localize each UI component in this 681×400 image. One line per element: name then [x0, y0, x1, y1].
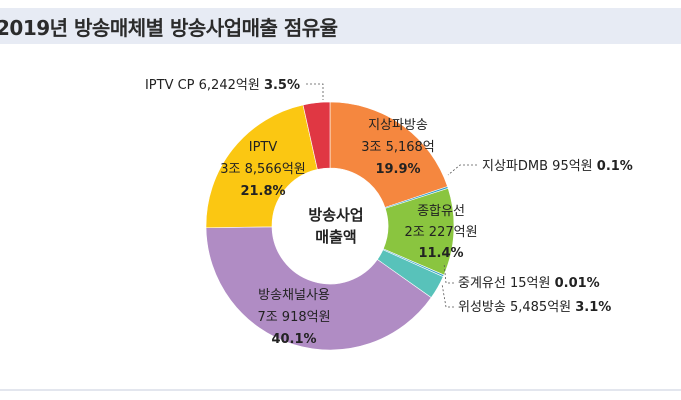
label-iptvcp: IPTV CP 6,242억원 3.5%: [145, 78, 300, 93]
label-terrestrial-name: 지상파방송: [368, 118, 428, 133]
center-label-line1: 방송사업: [308, 206, 363, 224]
label-relay: 중계유선 15억원 0.01%: [458, 276, 600, 291]
slice-pp: [205, 226, 432, 351]
label-pp-share: 40.1%: [271, 332, 316, 347]
label-terrestrial-share: 19.9%: [375, 162, 420, 177]
slice-terrestrial: [329, 101, 448, 208]
label-satellite: 위성방송 5,485억원 3.1%: [458, 300, 611, 315]
label-pp-name: 방송채널사용: [258, 288, 330, 303]
label-cable-name: 종합유선: [417, 204, 465, 219]
label-pp-amount: 7조 918억원: [257, 310, 330, 325]
center-label-line2: 매출액: [315, 228, 356, 246]
label-iptv-share: 21.8%: [240, 184, 285, 199]
leader-iptvcp: [306, 83, 324, 100]
label-dmb: 지상파DMB 95억원 0.1%: [482, 159, 633, 174]
label-terrestrial-amount: 3조 5,168억: [361, 140, 435, 155]
slice-iptv-cp: [302, 101, 331, 170]
leader-relay: [443, 262, 454, 284]
leader-satellite: [441, 283, 454, 308]
label-cable-amount: 2조 227억원: [404, 225, 477, 240]
slice-iptv: [205, 104, 318, 229]
label-cable-share: 11.4%: [418, 246, 463, 261]
label-iptv-amount: 3조 8,566억원: [220, 162, 306, 177]
label-iptv-name: IPTV: [249, 140, 278, 155]
chart-title: 2019년 방송매체별 방송사업매출 점유율: [0, 16, 338, 40]
bottom-divider: [0, 389, 681, 391]
title-bar: 2019년 방송매체별 방송사업매출 점유율: [0, 8, 681, 44]
leader-dmb: [447, 164, 477, 176]
